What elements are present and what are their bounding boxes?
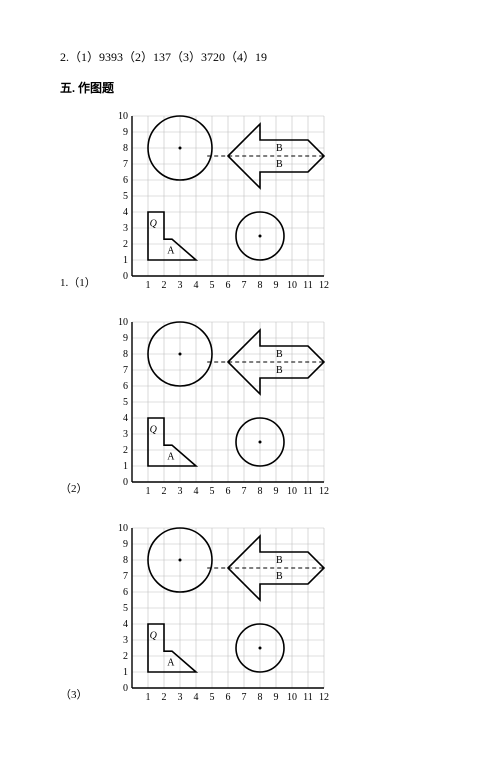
svg-text:10: 10 [287,280,297,291]
svg-text:10: 10 [118,111,128,122]
svg-text:5: 5 [123,397,128,408]
svg-text:7: 7 [242,692,247,703]
svg-text:1: 1 [123,461,128,472]
svg-text:4: 4 [194,280,199,291]
svg-text:1: 1 [123,667,128,678]
svg-text:0: 0 [123,683,128,694]
svg-text:2: 2 [162,692,167,703]
svg-text:10: 10 [287,486,297,497]
svg-text:11: 11 [303,692,313,703]
svg-text:0: 0 [123,271,128,282]
svg-text:12: 12 [319,692,329,703]
svg-text:10: 10 [287,692,297,703]
svg-text:4: 4 [194,486,199,497]
svg-text:9: 9 [274,692,279,703]
svg-text:8: 8 [258,692,263,703]
chart-label-3: （3） [60,686,110,710]
svg-text:A: A [167,246,175,257]
svg-text:2: 2 [123,445,128,456]
chart-row-3: （3） 012345678910123456789101112QABB [60,522,440,710]
svg-text:6: 6 [226,486,231,497]
svg-text:B: B [276,365,283,376]
svg-text:Q: Q [150,424,158,435]
svg-text:A: A [167,658,175,669]
chart-1: 012345678910123456789101112QABB [110,110,334,298]
svg-text:Q: Q [150,218,158,229]
svg-text:1: 1 [146,692,151,703]
svg-text:3: 3 [178,692,183,703]
svg-text:B: B [276,143,283,154]
chart-2: 012345678910123456789101112QABB [110,316,334,504]
svg-text:2: 2 [123,651,128,662]
svg-text:5: 5 [210,692,215,703]
svg-text:6: 6 [123,587,128,598]
svg-text:6: 6 [123,175,128,186]
svg-text:3: 3 [123,635,128,646]
svg-text:9: 9 [123,333,128,344]
svg-text:2: 2 [162,486,167,497]
svg-text:7: 7 [123,571,128,582]
svg-text:Q: Q [150,630,158,641]
chart-3: 012345678910123456789101112QABB [110,522,334,710]
svg-text:9: 9 [123,539,128,550]
svg-text:7: 7 [242,486,247,497]
svg-text:7: 7 [242,280,247,291]
svg-text:3: 3 [178,486,183,497]
svg-text:6: 6 [226,280,231,291]
svg-text:5: 5 [123,603,128,614]
svg-text:5: 5 [210,486,215,497]
svg-text:9: 9 [274,280,279,291]
svg-text:9: 9 [123,127,128,138]
svg-text:B: B [276,159,283,170]
svg-text:9: 9 [274,486,279,497]
svg-text:2: 2 [162,280,167,291]
svg-text:4: 4 [123,413,128,424]
svg-text:B: B [276,571,283,582]
chart-row-2: （2） 012345678910123456789101112QABB [60,316,440,504]
svg-text:A: A [167,452,175,463]
answer-line: 2.（1）9393（2）137（3）3720（4）19 [60,48,440,65]
svg-text:1: 1 [146,280,151,291]
svg-text:10: 10 [118,317,128,328]
section-5-title: 五. 作图题 [60,79,440,96]
svg-text:1: 1 [146,486,151,497]
svg-text:0: 0 [123,477,128,488]
svg-text:B: B [276,349,283,360]
chart-row-1: 1.（1） 012345678910123456789101112QABB [60,110,440,298]
svg-text:8: 8 [123,349,128,360]
svg-text:8: 8 [258,280,263,291]
svg-text:7: 7 [123,159,128,170]
svg-text:8: 8 [258,486,263,497]
svg-text:11: 11 [303,486,313,497]
svg-text:7: 7 [123,365,128,376]
svg-text:4: 4 [123,619,128,630]
svg-text:5: 5 [123,191,128,202]
svg-text:3: 3 [123,429,128,440]
svg-text:5: 5 [210,280,215,291]
svg-text:8: 8 [123,555,128,566]
svg-text:B: B [276,555,283,566]
svg-text:2: 2 [123,239,128,250]
chart-label-1: 1.（1） [60,274,110,298]
svg-text:4: 4 [194,692,199,703]
svg-text:1: 1 [123,255,128,266]
svg-text:6: 6 [123,381,128,392]
svg-text:12: 12 [319,486,329,497]
svg-text:8: 8 [123,143,128,154]
svg-text:3: 3 [178,280,183,291]
svg-text:6: 6 [226,692,231,703]
svg-text:4: 4 [123,207,128,218]
svg-text:12: 12 [319,280,329,291]
svg-text:11: 11 [303,280,313,291]
svg-text:3: 3 [123,223,128,234]
svg-text:10: 10 [118,523,128,534]
chart-label-2: （2） [60,480,110,504]
